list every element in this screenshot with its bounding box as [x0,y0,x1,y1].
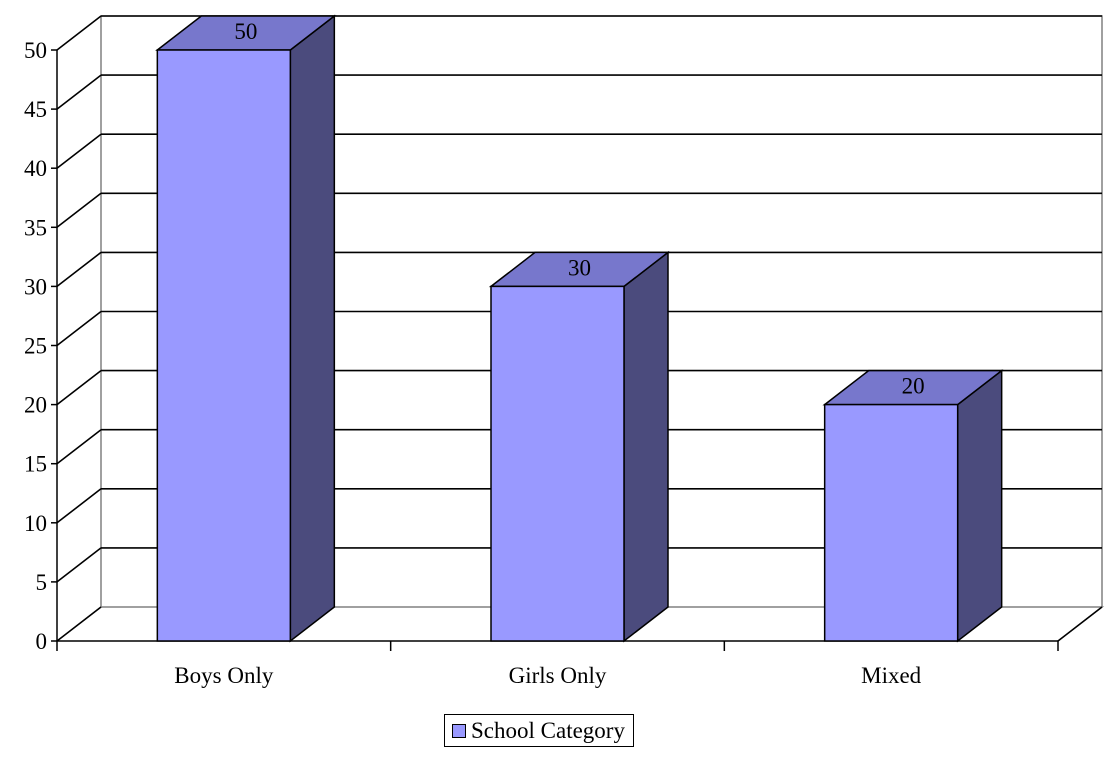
bar-side [956,369,1003,643]
data-labels: 50 30 20 [234,19,924,399]
bar-front [156,49,292,642]
bar [488,250,671,643]
bar [155,14,337,643]
gridline-side [56,310,102,347]
y-tick-label: 35 [24,215,47,240]
gridline-side [56,192,102,228]
x-tick-label: Boys Only [174,663,274,688]
data-label: 50 [234,19,257,44]
gridline-side [56,488,102,524]
x-tick-label: Mixed [861,663,922,688]
gridline-side [56,133,102,169]
gridline-side [56,74,102,110]
bars [155,14,1004,643]
data-label: 20 [902,374,925,399]
bar-front [823,403,959,642]
bar-side [289,14,336,643]
data-label: 30 [568,255,591,280]
legend-label: School Category [471,718,625,743]
y-tick-label: 45 [24,97,47,122]
y-tick-label: 40 [24,156,47,181]
floor-right-edge [1057,606,1103,642]
y-tick-label: 30 [24,274,47,299]
legend-swatch [452,723,466,738]
y-tick-label: 50 [24,38,47,63]
gridline-side [56,429,102,465]
bar-front [490,285,625,642]
y-tick-label: 0 [36,629,48,654]
y-tick-label: 15 [24,452,47,477]
gridline-side [56,547,102,583]
gridline-side [56,15,102,51]
bar-side [623,250,669,643]
x-axis-ticks: Boys Only Girls Only Mixed [56,641,1059,688]
floor-left-edge [56,606,102,642]
legend: School Category [444,714,634,747]
bar [822,369,1004,643]
gridline-side [56,369,102,406]
y-tick-label: 5 [36,570,48,595]
y-tick-label: 10 [24,511,47,536]
y-tick-label: 20 [24,393,47,418]
y-axis-ticks: 0 5 10 15 20 25 30 35 40 45 50 [24,38,57,654]
gridline-side [56,251,102,288]
y-tick-label: 25 [24,334,47,359]
x-tick-label: Girls Only [509,663,607,688]
